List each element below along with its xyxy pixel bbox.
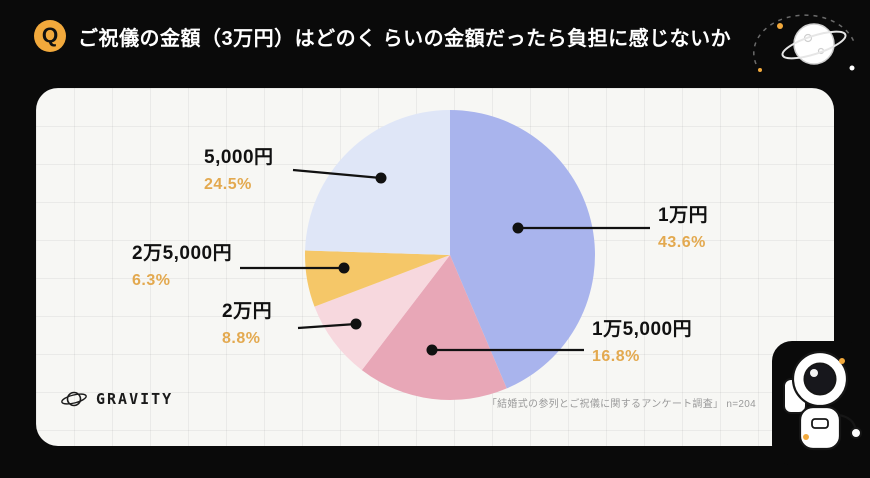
callout-label: 1万円 <box>658 205 709 226</box>
callout-15000: 1万5,000円 16.8% <box>592 314 692 366</box>
callout-percent: 8.8% <box>222 330 261 347</box>
pie-slice-2 <box>314 255 450 371</box>
pie-chart <box>300 105 600 405</box>
callout-5000: 5,000円 24.5% <box>204 142 274 194</box>
callout-percent: 24.5% <box>204 176 252 193</box>
header: Q ご祝儀の金額（3万円）はどのく らいの金額だったら負担に感じないか <box>34 20 732 52</box>
callout-percent: 6.3% <box>132 272 171 289</box>
astronaut-icon <box>772 341 864 465</box>
pie-svg <box>304 110 595 400</box>
gravity-logo: GRAVITY <box>60 388 173 410</box>
source-note: 「結婚式の参列とご祝儀に関するアンケート調査」 n=204 <box>486 399 756 410</box>
saturn-icon <box>753 14 855 72</box>
pie-slice-0 <box>450 110 595 389</box>
callout-label: 2万円 <box>222 301 273 322</box>
callout-percent: 43.6% <box>658 234 706 251</box>
callout-label: 5,000円 <box>204 147 274 168</box>
callout-label: 2万5,000円 <box>132 243 233 264</box>
gravity-logo-icon <box>61 391 87 407</box>
callout-percent: 16.8% <box>592 348 640 365</box>
page-title: ご祝儀の金額（3万円）はどのく らいの金額だったら負担に感じないか <box>78 27 732 50</box>
callout-20000: 2万円 8.8% <box>222 296 272 348</box>
chart-card: 5,000円 24.5% 2万5,000円 6.3% 2万円 8.8% 1万円 … <box>36 88 834 446</box>
pie-slice-1 <box>361 255 507 400</box>
question-badge: Q <box>34 20 66 52</box>
callout-10000: 1万円 43.6% <box>658 200 708 252</box>
callout-25000: 2万5,000円 6.3% <box>132 238 232 290</box>
callout-label: 1万5,000円 <box>592 319 693 340</box>
astronaut-illustration <box>746 327 864 470</box>
gravity-logo-text: GRAVITY <box>96 390 174 408</box>
saturn-illustration <box>736 4 866 93</box>
pie-slice-4 <box>305 110 450 255</box>
